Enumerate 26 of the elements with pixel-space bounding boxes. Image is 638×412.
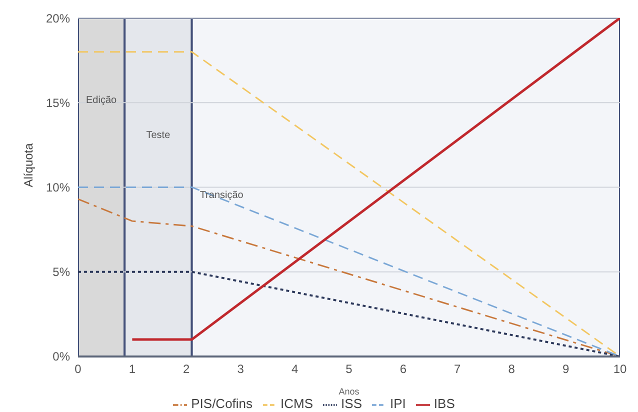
legend-label: ICMS [280,396,314,412]
x-tick-label: 5 [346,362,353,376]
x-tick-label: 3 [237,362,244,376]
x-tick-label: 0 [74,362,82,376]
y-tick-label: 10% [46,180,70,194]
x-tick-label: 4 [291,362,298,376]
band-label: Transição [200,190,244,202]
y-tick-label: 0% [52,350,70,364]
x-tick-label: 7 [454,362,462,376]
x-tick-label: 1 [128,362,136,376]
y-tick-label: 5% [52,265,70,280]
legend-label: IBS [434,396,455,412]
legend-label: IPI [390,396,406,412]
y-tick-label: 20% [46,11,70,26]
x-tick-label: 8 [508,362,516,376]
legend-label: PIS/Cofins [191,396,253,412]
x-tick-label: 9 [562,362,570,376]
band-label: Teste [146,130,171,142]
x-tick-label: 10 [613,362,627,376]
band-label: Edição [86,95,118,106]
y-axis-title: Alíquota [21,142,36,188]
x-tick-label: 2 [183,362,190,376]
y-tick-label: 15% [46,96,70,110]
x-axis-title: Anos [338,386,360,396]
legend-label: ISS [341,396,362,412]
x-tick-label: 6 [400,362,407,376]
